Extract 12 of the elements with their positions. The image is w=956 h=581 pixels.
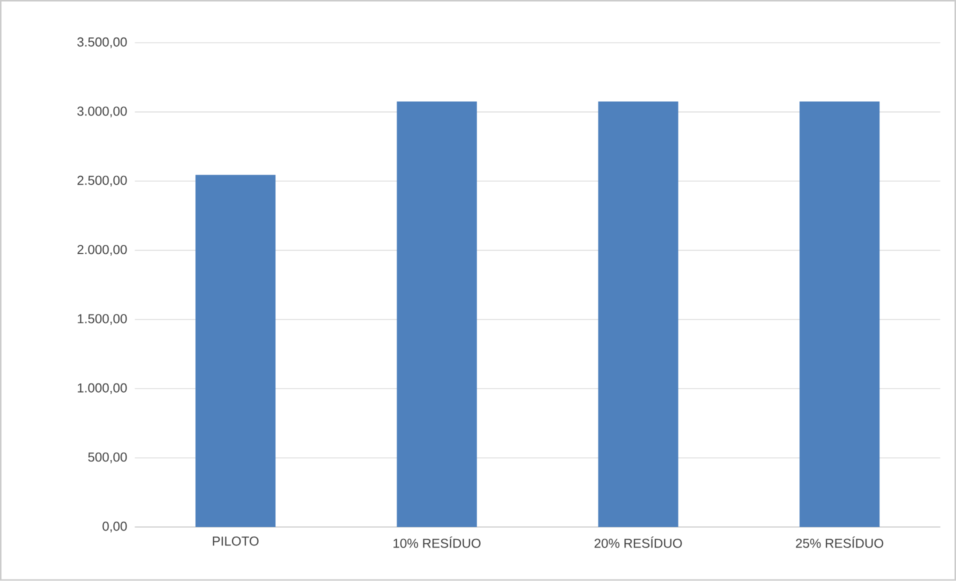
x-tick-label: 20% RESÍDUO	[594, 536, 682, 548]
y-tick-label: 2.000,00	[78, 245, 127, 256]
y-tick-label: 1.500,00	[78, 314, 127, 325]
x-tick-label: 10% RESÍDUO	[394, 536, 481, 548]
x-tick-label: 25% RESÍDUO	[796, 536, 884, 548]
y-tick-label: 0,00	[102, 522, 127, 532]
y-tick-label: 2.500,00	[78, 176, 127, 187]
y-tick-label: 3.000,00	[77, 106, 127, 118]
y-tick-label: 3.500,00	[77, 38, 127, 48]
x-tick-label: PILOTO	[212, 536, 259, 546]
y-tick-label: 500,00	[88, 452, 127, 464]
y-tick-label: 1.000,00	[78, 383, 127, 394]
